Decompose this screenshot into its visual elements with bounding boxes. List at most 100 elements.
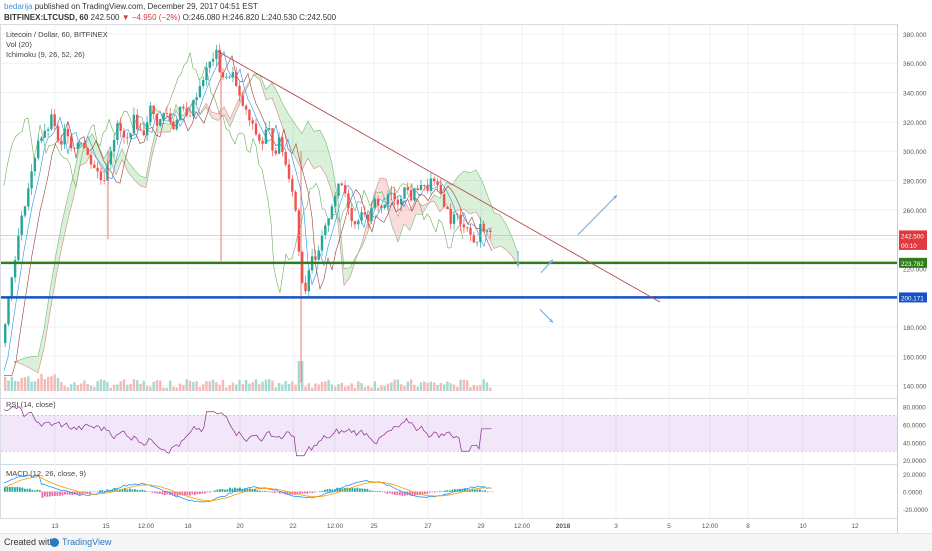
candle-body [189, 116, 191, 117]
macd-histogram-bar [27, 489, 29, 492]
volume-bar [87, 384, 89, 391]
candle-body [423, 185, 425, 186]
candle-body [139, 129, 141, 130]
candle-body [347, 193, 349, 208]
candle-body [281, 137, 283, 152]
macd-histogram-bar [354, 488, 356, 492]
volume-bar [136, 380, 138, 391]
candle-body [123, 131, 125, 138]
volume-bar [192, 382, 194, 391]
volume-bar [47, 377, 49, 391]
price-chart[interactable]: 380.000360.000340.000320.000300.000280.0… [0, 0, 932, 533]
macd-histogram-bar [272, 492, 274, 493]
volume-bar [265, 380, 267, 391]
candle-body [172, 122, 174, 129]
legend-volume: Vol (20) [6, 40, 32, 49]
volume-bar [426, 383, 428, 391]
candle-body [169, 113, 171, 121]
volume-bar [120, 381, 122, 391]
candle-body [199, 86, 201, 97]
candle-body [370, 208, 372, 222]
macd-histogram-bar [99, 490, 101, 492]
macd-histogram-bar [52, 492, 54, 497]
macd-tick-label: -20.0000 [903, 507, 928, 514]
volume-bar [215, 382, 217, 391]
time-tick-label: 22 [289, 523, 297, 530]
cloud-segment [314, 130, 320, 169]
macd-histogram-bar [97, 492, 99, 493]
candle-body [11, 277, 13, 297]
macd-histogram-bar [329, 489, 331, 492]
candle-body [83, 143, 85, 148]
volume-bar [139, 384, 141, 391]
macd-histogram-bar [359, 488, 361, 491]
volume-bar [327, 380, 329, 391]
volume-bar [176, 388, 178, 391]
volume-bar [149, 387, 151, 391]
candle-body [228, 77, 230, 78]
candle-body [337, 184, 339, 196]
macd-histogram-bar [352, 488, 354, 492]
volume-bar [318, 384, 320, 391]
macd-histogram-bar [29, 489, 31, 492]
tradingview-brand-link[interactable]: TradingView [62, 534, 112, 551]
volume-bar [423, 382, 425, 391]
volume-bar [331, 384, 333, 391]
macd-histogram-bar [452, 490, 454, 492]
candle-body [54, 114, 56, 126]
candle-body [27, 188, 29, 206]
volume-bar [298, 361, 300, 391]
main-pane[interactable] [1, 25, 898, 399]
volume-bar [466, 380, 468, 391]
candle-body [384, 204, 386, 208]
candle-body [469, 228, 471, 235]
volume-bar [11, 377, 13, 391]
candle-body [90, 155, 92, 165]
macd-histogram-bar [144, 490, 146, 491]
volume-bar [4, 377, 6, 391]
candle-body [440, 185, 442, 194]
volume-bar [347, 386, 349, 391]
volume-bar [24, 377, 26, 391]
time-tick-label: 13 [51, 523, 59, 530]
candle-body [265, 130, 267, 144]
volume-bar [271, 381, 273, 391]
volume-bar [182, 385, 184, 391]
macd-histogram-bar [432, 492, 434, 493]
macd-histogram-bar [67, 492, 69, 495]
macd-histogram-bar [434, 492, 436, 493]
macd-histogram-bar [57, 492, 59, 496]
macd-histogram-bar [14, 487, 16, 492]
macd-histogram-bar [384, 492, 386, 493]
macd-histogram-bar [37, 490, 39, 492]
volume-bar [433, 383, 435, 391]
volume-bar [479, 385, 481, 391]
macd-histogram-bar [399, 492, 401, 496]
volume-bar [159, 381, 161, 391]
volume-bar [27, 376, 29, 391]
macd-histogram-bar [154, 492, 156, 494]
candle-body [390, 193, 392, 194]
candle-body [364, 212, 366, 214]
volume-bar [370, 388, 372, 391]
volume-bar [351, 383, 353, 391]
volume-bar [166, 388, 168, 391]
macd-histogram-bar [232, 489, 234, 492]
price-label-text: 223.782 [901, 261, 924, 268]
candle-body [24, 206, 26, 215]
macd-histogram-bar [132, 489, 134, 491]
volume-bar [321, 382, 323, 391]
candle-body [291, 179, 293, 192]
volume-bar [123, 379, 125, 391]
volume-bar [50, 376, 52, 391]
candle-body [380, 206, 382, 208]
volume-bar [380, 385, 382, 391]
candle-body [436, 181, 438, 185]
candle-body [4, 324, 6, 343]
volume-bar [67, 387, 69, 391]
candle-body [446, 207, 448, 209]
legend-ichimoku: Ichimoku (9, 26, 52, 26) [6, 50, 85, 59]
candle-body [96, 168, 98, 171]
volume-bar [304, 386, 306, 391]
candle-body [324, 225, 326, 235]
